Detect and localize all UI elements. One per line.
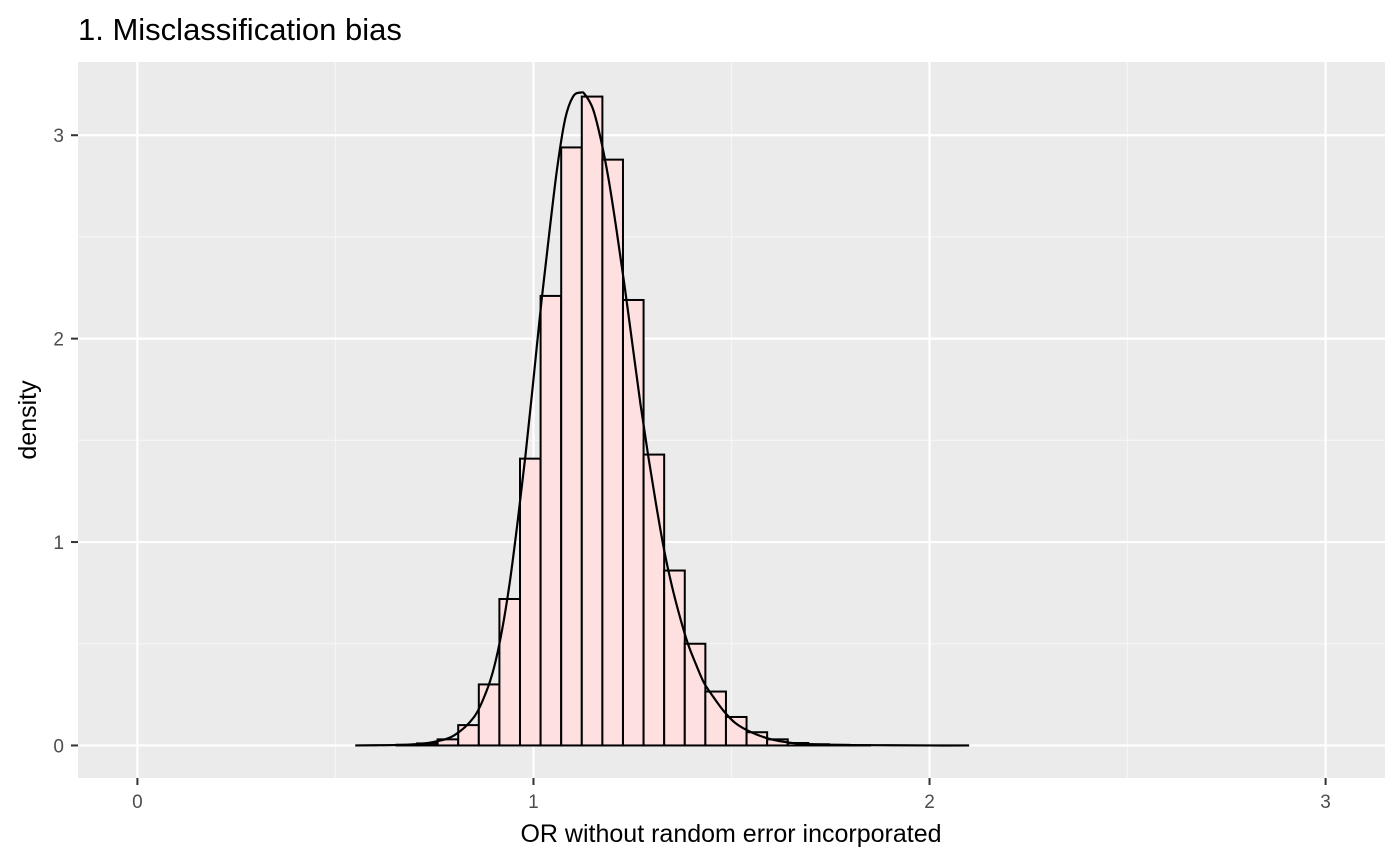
histogram-bar <box>642 453 666 747</box>
minor-gridlines-x <box>334 62 1129 778</box>
y-tick-label: 2 <box>53 330 64 351</box>
major-gridlines-x <box>136 62 1327 778</box>
y-tick-label: 0 <box>53 736 64 757</box>
histogram-bars <box>395 95 872 747</box>
histogram-bar <box>498 598 522 747</box>
y-tick-label: 1 <box>53 533 64 554</box>
y-axis-ticks: 0 1 2 3 <box>53 126 78 757</box>
y-tick-label: 3 <box>53 126 64 147</box>
histogram-bar <box>621 298 645 747</box>
x-axis-ticks: 0 1 2 3 <box>132 778 1331 813</box>
x-axis-title: OR without random error incorporated <box>520 820 941 848</box>
x-tick-label: 3 <box>1320 792 1331 813</box>
histogram-bar <box>560 146 583 747</box>
histogram-bar <box>539 294 563 747</box>
histogram-bar <box>724 715 748 747</box>
chart-title: 1. Misclassification bias <box>78 12 402 47</box>
density-curve <box>355 91 970 747</box>
histogram-bar <box>580 95 604 747</box>
y-axis-title: density <box>14 380 42 460</box>
minor-gridlines-y <box>78 236 1385 645</box>
x-tick-label: 1 <box>528 792 539 813</box>
histogram-bar <box>683 642 707 747</box>
x-tick-label: 0 <box>132 792 143 813</box>
histogram-bar <box>457 724 480 747</box>
histogram-bar <box>477 683 501 747</box>
histogram-bar <box>519 457 542 747</box>
x-tick-label: 2 <box>924 792 935 813</box>
